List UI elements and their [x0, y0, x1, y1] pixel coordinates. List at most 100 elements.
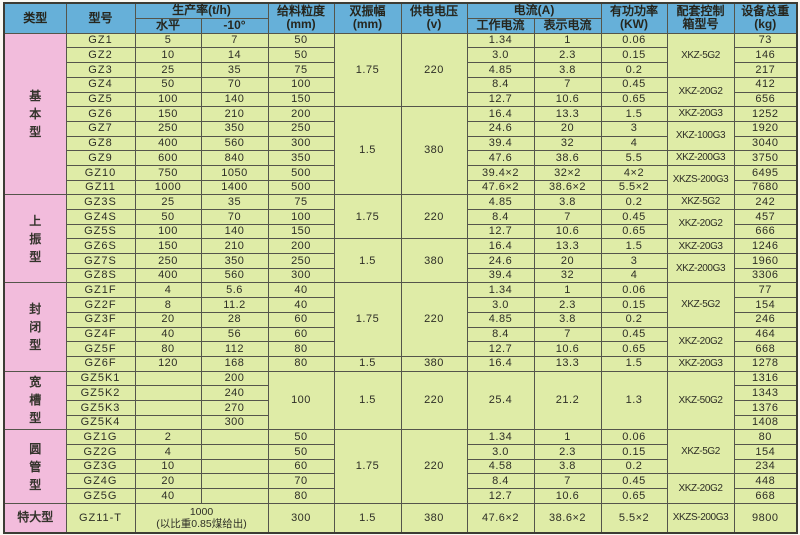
col-header-control-box: 配套控制 箱型号 — [666, 2, 735, 34]
value-cell: 0.2 — [600, 311, 668, 328]
value-cell: XKZ-20G3 — [666, 106, 735, 122]
value-cell: 100 — [134, 223, 202, 240]
value-cell: 13.3 — [533, 355, 602, 372]
value-cell: 4 — [600, 135, 668, 152]
value-cell: 12.7 — [466, 488, 535, 504]
value-cell: XKZ-200G3 — [666, 150, 735, 166]
value-cell: 60 — [267, 458, 335, 475]
model-cell: GZ6 — [65, 106, 136, 122]
col-header-type: 类型 — [3, 2, 67, 34]
col-header-current: 电流(A) — [466, 2, 602, 19]
col-header-voltage: 供电电压 (v) — [400, 2, 468, 34]
col-header-amplitude: 双振幅 (mm) — [333, 2, 402, 34]
value-cell: 25 — [134, 62, 202, 78]
value-cell — [134, 385, 202, 401]
value-cell: 250 — [134, 253, 202, 269]
value-cell: 1920 — [733, 120, 798, 137]
col-header-indicated-current: 表示电流 — [533, 17, 602, 34]
value-cell: 457 — [733, 209, 798, 225]
model-cell: GZ8 — [65, 135, 136, 152]
value-cell: 1.5 — [600, 355, 668, 372]
category-cell: 封闭型 — [3, 282, 67, 372]
value-cell: 2.3 — [533, 444, 602, 460]
value-cell: 1000 — [134, 179, 202, 196]
model-cell: GZ5K1 — [65, 370, 136, 387]
model-cell: GZ5F — [65, 341, 136, 357]
value-cell: 1.5 — [333, 370, 402, 431]
value-cell: 120 — [134, 355, 202, 372]
value-cell: 47.6×2 — [466, 502, 535, 534]
value-cell: 50 — [267, 47, 335, 64]
value-cell: 39.4×2 — [466, 164, 535, 181]
value-cell: 4 — [134, 282, 202, 299]
value-cell: 1.75 — [333, 32, 402, 108]
value-cell: 1400 — [200, 179, 269, 196]
value-cell: 220 — [400, 32, 468, 108]
value-cell — [134, 414, 202, 431]
value-cell: 210 — [200, 106, 269, 122]
col-header-minus10: -10° — [200, 17, 269, 34]
value-cell: 5.5×2 — [600, 502, 668, 534]
value-cell: 0.2 — [600, 62, 668, 78]
value-cell: 0.45 — [600, 76, 668, 93]
value-cell: 16.4 — [466, 355, 535, 372]
value-cell: 5 — [134, 32, 202, 49]
value-cell: 35 — [200, 194, 269, 211]
table-body: 基本型 GZ1 5 7 50 1.75 220 1.34 1 0.06 XKZ-5G2 73 GZ2 10… — [3, 32, 798, 534]
value-cell: 10.6 — [533, 341, 602, 357]
value-cell: 400 — [134, 267, 202, 284]
table-row: GZ5G 40 80 12.7 10.6 0.65 668 — [4, 488, 798, 504]
value-cell: XKZ-20G2 — [666, 473, 735, 504]
value-cell: 80 — [267, 355, 335, 372]
table-row: GZ5K4 300 1408 — [4, 414, 798, 431]
value-cell: 2.3 — [533, 297, 602, 313]
value-cell: XKZS-200G3 — [666, 502, 735, 534]
table-row: GZ8 400 560 300 39.4 32 4 3040 — [4, 135, 798, 152]
value-cell: 448 — [733, 473, 798, 490]
value-cell: XKZ-20G3 — [666, 238, 735, 255]
col-header-working-current: 工作电流 — [466, 17, 535, 34]
value-cell: 28 — [200, 311, 269, 328]
model-cell: GZ7S — [65, 253, 136, 269]
value-cell: 1408 — [733, 414, 798, 431]
value-cell: 300 — [267, 502, 335, 534]
value-cell: 210 — [200, 238, 269, 255]
value-cell: 0.2 — [600, 194, 668, 211]
value-cell: 40 — [267, 282, 335, 299]
model-cell: GZ11-T — [65, 502, 136, 534]
value-cell: 40 — [134, 326, 202, 343]
value-cell: 150 — [267, 223, 335, 240]
value-cell: 0.15 — [600, 47, 668, 64]
value-cell: 47.6 — [466, 150, 535, 166]
value-cell: 21.2 — [533, 370, 602, 431]
table-row: GZ8S 400 560 300 39.4 32 4 3306 — [4, 267, 798, 284]
col-header-active-power: 有功功率 (KW) — [600, 2, 668, 34]
value-cell: 75 — [267, 194, 335, 211]
value-cell: 200 — [200, 370, 269, 387]
value-cell: 500 — [267, 164, 335, 181]
value-cell: 0.06 — [600, 282, 668, 299]
value-cell: 70 — [200, 209, 269, 225]
value-cell: 4×2 — [600, 164, 668, 181]
value-cell: 656 — [733, 91, 798, 108]
value-cell: 40 — [134, 488, 202, 504]
value-cell — [200, 429, 269, 446]
category-cell: 特大型 — [3, 502, 67, 534]
value-cell: 750 — [134, 164, 202, 181]
value-cell: 16.4 — [466, 106, 535, 122]
value-cell: 56 — [200, 326, 269, 343]
value-cell: 35 — [200, 62, 269, 78]
model-cell: GZ5S — [65, 223, 136, 240]
value-cell: 3040 — [733, 135, 798, 152]
value-cell: 1.34 — [466, 282, 535, 299]
col-header-model: 型号 — [65, 2, 136, 34]
value-cell — [200, 488, 269, 504]
model-cell: GZ5 — [65, 91, 136, 108]
value-cell: XKZ-5G2 — [666, 429, 735, 475]
col-header-feed-size: 给料粒度 (mm) — [267, 2, 335, 34]
value-cell: 0.06 — [600, 32, 668, 49]
value-cell: 8 — [134, 297, 202, 313]
value-cell: 0.45 — [600, 209, 668, 225]
value-cell: 1960 — [733, 253, 798, 269]
value-cell: 7 — [200, 32, 269, 49]
